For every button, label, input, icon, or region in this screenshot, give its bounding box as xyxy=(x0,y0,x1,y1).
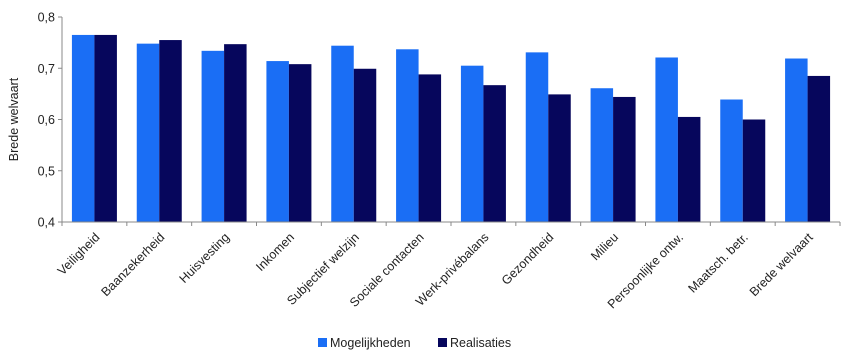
bar-realisaties-7 xyxy=(483,85,506,222)
x-tick-label: Veiligheid xyxy=(55,230,103,278)
x-tick-label: Inkomen xyxy=(253,230,297,274)
legend: Mogelijkheden Realisaties xyxy=(318,336,511,350)
bar-mogelijkheden-11 xyxy=(720,99,743,222)
y-tick-label: 0,8 xyxy=(38,11,55,25)
bar-realisaties-6 xyxy=(418,74,442,223)
bar-realisaties-1 xyxy=(94,34,117,222)
bar-mogelijkheden-6 xyxy=(396,49,419,222)
x-tick-label: Baanzekerheid xyxy=(98,230,167,299)
bar-mogelijkheden-8 xyxy=(525,52,549,222)
bar-mogelijkheden-2 xyxy=(136,43,160,223)
bar-mogelijkheden-1 xyxy=(71,34,95,222)
bar-realisaties-11 xyxy=(742,119,766,222)
bar-mogelijkheden-9 xyxy=(590,88,614,222)
bar-mogelijkheden-4 xyxy=(266,61,289,223)
x-tick-label: Brede welvaart xyxy=(747,230,816,299)
legend-label-realisaties: Realisaties xyxy=(450,336,511,350)
bar-mogelijkheden-10 xyxy=(655,57,678,222)
y-tick-label: 0,7 xyxy=(38,62,55,76)
bar-realisaties-4 xyxy=(288,64,312,223)
legend-swatch-realisaties xyxy=(438,338,447,347)
bar-realisaties-2 xyxy=(159,40,182,222)
y-tick-label: 0,6 xyxy=(38,113,55,127)
bar-realisaties-10 xyxy=(677,116,701,222)
bar-mogelijkheden-7 xyxy=(460,65,484,222)
x-tick-label: Maatsch. betr. xyxy=(685,230,750,295)
bar-realisaties-9 xyxy=(613,96,636,222)
x-tick-label: Huisvesting xyxy=(177,230,233,286)
bar-realisaties-5 xyxy=(353,68,377,222)
y-tick-label: 0,4 xyxy=(38,216,55,230)
legend-label-mogelijkheden: Mogelijkheden xyxy=(330,336,411,350)
bar-realisaties-8 xyxy=(548,94,571,222)
bars xyxy=(71,34,831,223)
y-axis-title: Brede welvaart xyxy=(7,77,21,161)
bar-realisaties-12 xyxy=(807,75,831,222)
x-tick-label: Gezondheid xyxy=(499,230,557,288)
bar-realisaties-3 xyxy=(224,44,247,222)
bar-mogelijkheden-5 xyxy=(331,45,354,223)
legend-swatch-mogelijkheden xyxy=(318,338,327,347)
y-tick-label: 0,5 xyxy=(38,164,55,178)
y-axis: 0,4 0,5 0,6 0,7 0,8 xyxy=(38,11,62,230)
x-tick-label: Milieu xyxy=(588,230,621,263)
bar-mogelijkheden-12 xyxy=(785,58,808,223)
bar-mogelijkheden-3 xyxy=(201,50,225,223)
